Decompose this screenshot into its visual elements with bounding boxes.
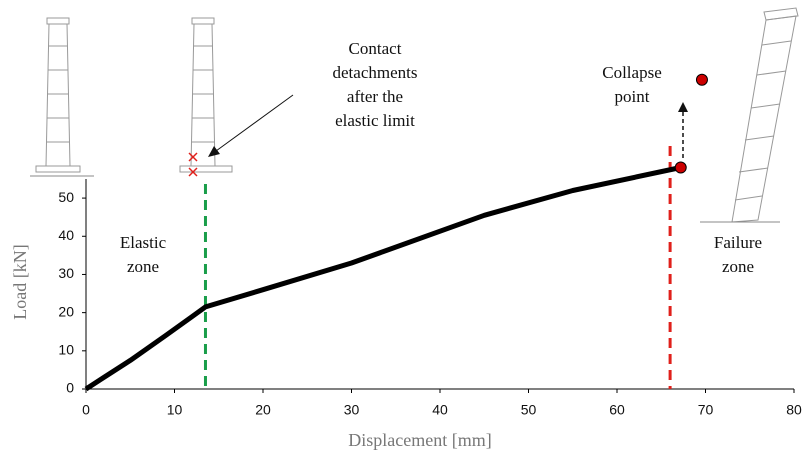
x-tick-label: 80 bbox=[786, 402, 802, 418]
y-tick-label: 10 bbox=[58, 342, 74, 358]
collapse-label: Collapse bbox=[602, 63, 662, 82]
column-failed bbox=[700, 7, 799, 223]
contact-label: elastic limit bbox=[335, 111, 415, 130]
x-tick-label: 20 bbox=[255, 402, 271, 418]
plot: 0 10 20 30 40 50 60 70 80 0 10 20 30 40 50 Elastic zone F… bbox=[58, 39, 802, 418]
pointer-arrow bbox=[208, 94, 294, 157]
y-axis-label: Load [kN] bbox=[10, 244, 30, 319]
contact-label: detachments bbox=[333, 63, 418, 82]
x-tick-label: 70 bbox=[698, 402, 714, 418]
collapse-arrow bbox=[678, 102, 688, 158]
x-tick-label: 0 bbox=[82, 402, 90, 418]
contact-label: Contact bbox=[349, 39, 402, 58]
end-point bbox=[674, 161, 687, 174]
x-tick-label: 60 bbox=[609, 402, 625, 418]
y-tick-label: 0 bbox=[66, 380, 74, 396]
detachment-marks bbox=[188, 152, 198, 177]
failure-zone-label: zone bbox=[722, 257, 754, 276]
contact-label: after the bbox=[347, 87, 403, 106]
y-tick-label: 30 bbox=[58, 265, 74, 281]
failure-zone-label: Failure bbox=[714, 233, 762, 252]
y-tick-label: 20 bbox=[58, 303, 74, 319]
x-axis-label: Displacement [mm] bbox=[348, 430, 491, 450]
elastic-zone-label: Elastic bbox=[120, 233, 167, 252]
collapse-marker bbox=[695, 73, 708, 86]
column-intact bbox=[30, 17, 94, 177]
column-detached bbox=[179, 17, 233, 173]
y-tick-label: 40 bbox=[58, 227, 74, 243]
x-tick-label: 30 bbox=[344, 402, 360, 418]
load-curve bbox=[84, 165, 682, 392]
elastic-zone-label: zone bbox=[127, 257, 159, 276]
x-tick-label: 40 bbox=[432, 402, 448, 418]
collapse-label: point bbox=[615, 87, 650, 106]
x-tick-label: 10 bbox=[167, 402, 183, 418]
y-tick-label: 50 bbox=[58, 189, 74, 205]
x-tick-label: 50 bbox=[521, 402, 537, 418]
